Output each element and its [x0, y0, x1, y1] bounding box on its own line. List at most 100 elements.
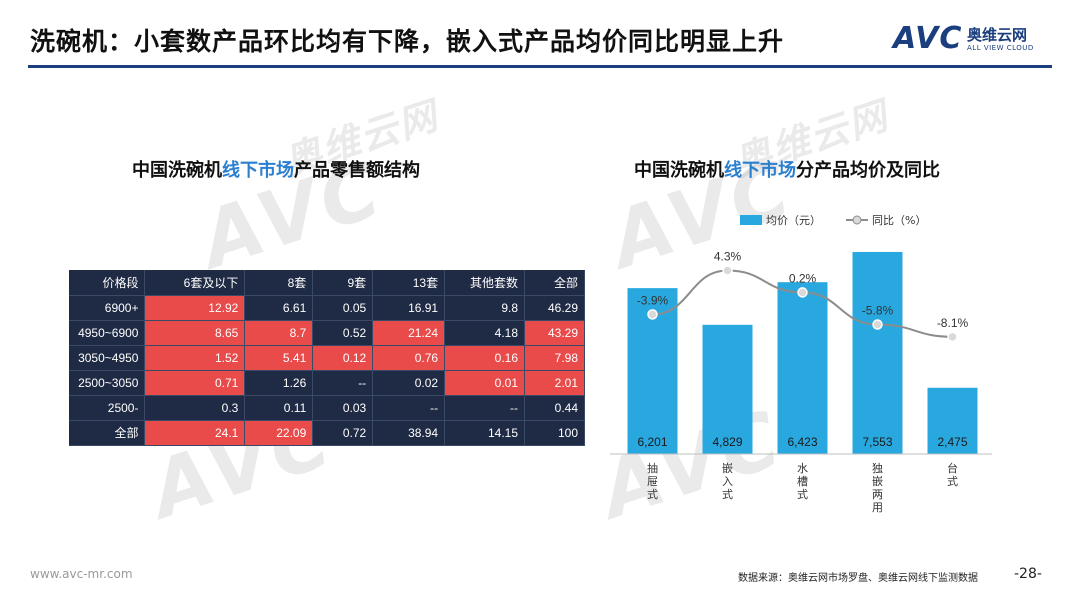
- legend-bar-swatch: [740, 215, 762, 225]
- yoy-point: [647, 309, 658, 320]
- table-cell: 0.76: [372, 345, 446, 371]
- table-cell: 22.09: [244, 420, 314, 446]
- legend-bar-label: 均价（元）: [766, 214, 821, 227]
- logo-en-text: ALL VIEW CLOUD: [967, 44, 1034, 52]
- right-title-highlight: 线下市场: [724, 160, 796, 181]
- table-cell: 43.29: [524, 320, 585, 346]
- table-cell: --: [372, 395, 446, 421]
- table-cell: 1.52: [144, 345, 246, 371]
- yoy-point-label: 4.3%: [714, 249, 742, 263]
- right-title-prefix: 中国洗碗机: [634, 160, 724, 181]
- table-header-row: 价格段 6套及以下 8套 9套 13套 其他套数 全部: [69, 270, 585, 296]
- bar-value-label: 6,423: [787, 435, 817, 449]
- x-tick-label: 嵌入式: [722, 462, 733, 501]
- logo-avc-text: AVC: [893, 21, 963, 56]
- yoy-point: [722, 265, 733, 276]
- bar: [852, 251, 903, 454]
- yoy-point-label: -3.9%: [637, 293, 669, 307]
- table-cell: 0.12: [312, 345, 374, 371]
- x-tick-label: 水槽式: [797, 462, 808, 501]
- legend-line-marker: [852, 215, 862, 225]
- table-cell: 0.05: [312, 295, 374, 321]
- table-cell: 21.24: [372, 320, 446, 346]
- table-cell: 2.01: [524, 370, 585, 396]
- table-body: 6900+ 12.92 6.61 0.05 16.91 9.8 46.29 4950~6900…: [69, 295, 585, 446]
- table-cell: 0.03: [312, 395, 374, 421]
- table-row: 3050~4950 1.52 5.41 0.12 0.76 0.16 7.98: [69, 345, 585, 371]
- yoy-point: [797, 287, 808, 298]
- bar-value-label: 7,553: [862, 435, 892, 449]
- table-header-cell: 价格段: [69, 270, 146, 296]
- table-cell: 0.16: [444, 345, 525, 371]
- x-tick-label: 抽屉式: [647, 461, 658, 501]
- left-section-title: 中国洗碗机线下市场产品零售额结构: [132, 156, 420, 182]
- yoy-point-label: -8.1%: [937, 316, 969, 330]
- table-cell: 9.8: [444, 295, 525, 321]
- page-title: 洗碗机：小套数产品环比均有下降，嵌入式产品均价同比明显上升: [30, 27, 785, 56]
- table-row-label: 2500~3050: [69, 370, 146, 396]
- logo-cn-text: 奥维云网: [967, 26, 1028, 44]
- table-header-cell: 9套: [312, 270, 374, 296]
- table-cell: --: [444, 395, 525, 421]
- avc-logo: AVC 奥维云网 ALL VIEW CLOUD: [893, 22, 1053, 58]
- yoy-point: [872, 319, 883, 330]
- left-title-highlight: 线下市场: [222, 160, 294, 181]
- table-row-label: 2500-: [69, 395, 146, 421]
- table-cell: 8.65: [144, 320, 246, 346]
- table-cell: 0.02: [372, 370, 446, 396]
- bar-value-label: 6,201: [637, 435, 667, 449]
- retail-structure-table: 价格段 6套及以下 8套 9套 13套 其他套数 全部 6900+ 12.92 6.61 0.05…: [69, 270, 585, 446]
- bar: [777, 282, 828, 454]
- table-cell: 46.29: [524, 295, 585, 321]
- footer-website: www.avc-mr.com: [30, 567, 133, 581]
- table-cell: 5.41: [244, 345, 314, 371]
- table-cell: 0.3: [144, 395, 246, 421]
- footer-source: 数据来源：奥维云网市场罗盘、奥维云网线下监测数据: [738, 573, 978, 584]
- table-cell: 14.15: [444, 420, 525, 446]
- table-cell: 0.44: [524, 395, 585, 421]
- left-title-suffix: 产品零售额结构: [294, 160, 420, 181]
- table-row: 2500- 0.3 0.11 0.03 -- -- 0.44: [69, 395, 585, 421]
- legend-line-label: 同比（%）: [872, 214, 926, 227]
- bar: [702, 324, 753, 454]
- table-row-label: 3050~4950: [69, 345, 146, 371]
- table-cell: 100: [524, 420, 585, 446]
- table-header-cell: 8套: [244, 270, 314, 296]
- bar: [927, 387, 978, 454]
- x-tick-label: 台式: [947, 461, 958, 488]
- table-cell: 24.1: [144, 420, 246, 446]
- avg-price-chart: 均价（元） 同比（%） 6,201 4,829 6,423 7,553 2,475 抽屉式 嵌入…: [610, 214, 992, 514]
- table-cell: 12.92: [144, 295, 246, 321]
- table-cell: 4.18: [444, 320, 525, 346]
- table-cell: 0.71: [144, 370, 246, 396]
- table-header-cell: 全部: [524, 270, 585, 296]
- table-row: 6900+ 12.92 6.61 0.05 16.91 9.8 46.29: [69, 295, 585, 321]
- table-row: 4950~6900 8.65 8.7 0.52 21.24 4.18 43.29: [69, 320, 585, 346]
- table-row-label: 全部: [69, 420, 146, 446]
- yoy-point-label: 0.2%: [789, 271, 817, 285]
- table-cell: 7.98: [524, 345, 585, 371]
- page-number: -28-: [1014, 566, 1042, 582]
- yoy-point-label: -5.8%: [862, 304, 894, 318]
- table-cell: 16.91: [372, 295, 446, 321]
- table-row-label: 4950~6900: [69, 320, 146, 346]
- yoy-point: [947, 331, 958, 343]
- table-cell: 38.94: [372, 420, 446, 446]
- left-title-prefix: 中国洗碗机: [132, 160, 222, 181]
- x-tick-label: 独嵌两用: [872, 462, 883, 514]
- table-row: 全部 24.1 22.09 0.72 38.94 14.15 100: [69, 420, 585, 446]
- bar-value-label: 4,829: [712, 435, 742, 449]
- table-cell: 0.01: [444, 370, 525, 396]
- table-cell: 0.52: [312, 320, 374, 346]
- table-header-cell: 13套: [372, 270, 446, 296]
- table-header-cell: 6套及以下: [144, 270, 246, 296]
- table-cell: 0.72: [312, 420, 374, 446]
- header-divider: [28, 65, 1052, 68]
- right-section-title: 中国洗碗机线下市场分产品均价及同比: [634, 156, 940, 182]
- table-cell: 8.7: [244, 320, 314, 346]
- table-cell: 6.61: [244, 295, 314, 321]
- bar-value-label: 2,475: [937, 435, 967, 449]
- table-header-cell: 其他套数: [444, 270, 525, 296]
- right-title-suffix: 分产品均价及同比: [796, 160, 940, 181]
- table-row: 2500~3050 0.71 1.26 -- 0.02 0.01 2.01: [69, 370, 585, 396]
